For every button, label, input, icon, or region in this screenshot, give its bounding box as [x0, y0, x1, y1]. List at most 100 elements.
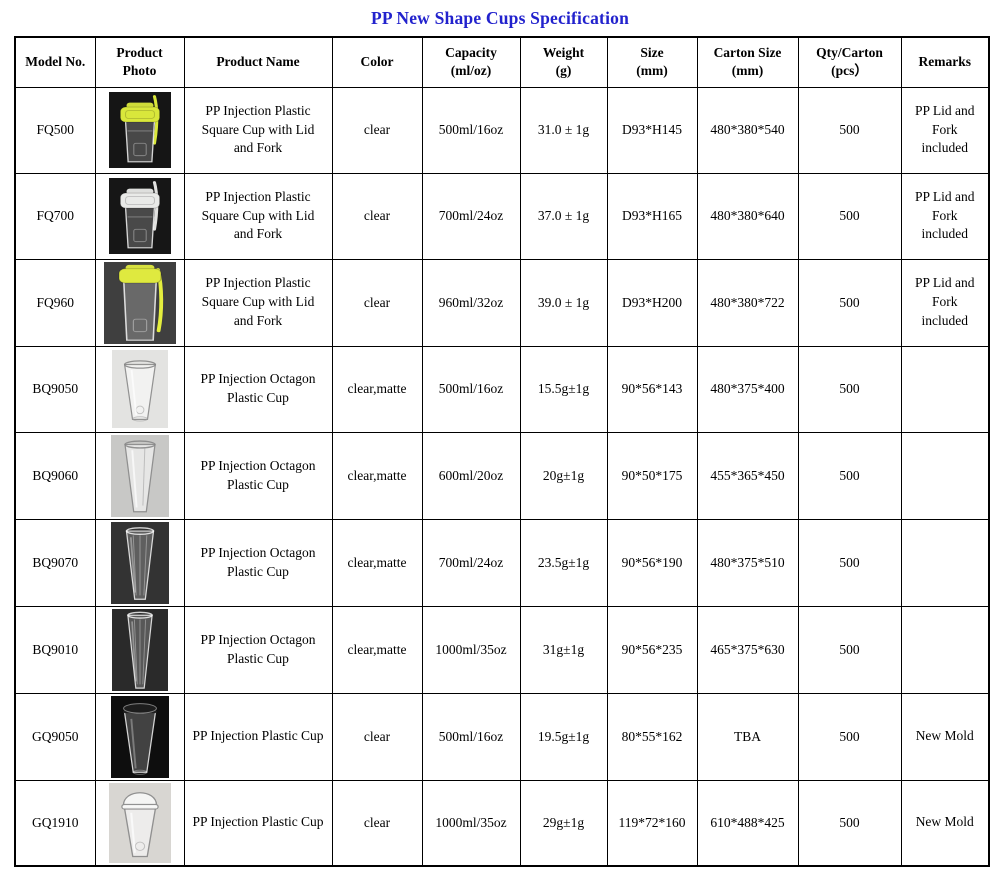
column-header-sublabel: (ml/oz) — [450, 63, 492, 79]
cell-weight: 19.5g±1g — [519, 692, 608, 781]
column-header-sublabel: (g) — [555, 63, 572, 79]
column-header-carton: Carton Size (mm) — [696, 36, 799, 88]
cell-weight: 23.5g±1g — [519, 518, 608, 607]
cell-remarks: PP Lid and Fork included — [900, 86, 990, 174]
column-header-label: Product — [116, 45, 163, 61]
product-photo-gq1910 — [108, 782, 171, 863]
cell-product-photo — [94, 779, 185, 867]
product-photo-fq960 — [103, 261, 176, 344]
column-header-label: Carton Size — [713, 45, 782, 61]
cell-size: 80*55*162 — [606, 692, 698, 781]
column-header-weight: Weight (g) — [519, 36, 608, 88]
cell-product-photo — [94, 258, 185, 347]
cell-color: clear — [331, 692, 423, 781]
cell-qty-carton: 500 — [797, 172, 902, 260]
cell-weight: 39.0 ± 1g — [519, 258, 608, 347]
cell-weight: 29g±1g — [519, 779, 608, 867]
cell-model-no: BQ9010 — [14, 605, 96, 694]
table-row: GQ9050 PP Injection Plastic Cup clear 50… — [14, 692, 990, 781]
cell-carton-size: 465*375*630 — [696, 605, 799, 694]
table-header: Model No. Product Photo Product Name Col… — [14, 36, 990, 88]
spec-table: Model No. Product Photo Product Name Col… — [14, 36, 990, 867]
table-row: FQ960 PP Injection Plastic Square Cup wi… — [14, 258, 990, 347]
cell-qty-carton: 500 — [797, 345, 902, 433]
cell-model-no: FQ500 — [14, 86, 96, 174]
cell-size: D93*H200 — [606, 258, 698, 347]
cell-carton-size: 480*375*510 — [696, 518, 799, 607]
cell-product-photo — [94, 692, 185, 781]
cell-remarks — [900, 431, 990, 520]
cell-size: 90*56*143 — [606, 345, 698, 433]
cell-color: clear,matte — [331, 345, 423, 433]
cell-model-no: BQ9050 — [14, 345, 96, 433]
cell-capacity: 500ml/16oz — [421, 345, 521, 433]
cell-color: clear,matte — [331, 518, 423, 607]
column-header-sublabel: (mm) — [731, 63, 764, 79]
cell-carton-size: 480*380*722 — [696, 258, 799, 347]
cell-color: clear,matte — [331, 431, 423, 520]
column-header-model: Model No. — [14, 36, 96, 88]
column-header-label: Size — [640, 45, 664, 61]
table-row: BQ9070 PP Injection Octagon Plastic Cup … — [14, 518, 990, 607]
product-photo-bq9010 — [111, 608, 168, 691]
cell-size: 90*56*190 — [606, 518, 698, 607]
cell-carton-size: TBA — [696, 692, 799, 781]
table-row: FQ700 PP Injection Plastic Square Cup wi… — [14, 172, 990, 260]
page-title: PP New Shape Cups Specification — [370, 8, 630, 28]
cell-remarks: New Mold — [900, 692, 990, 781]
table-row: FQ500 PP Injection Plastic Square Cup wi… — [14, 86, 990, 174]
cell-size: D93*H165 — [606, 172, 698, 260]
cell-remarks: PP Lid and Fork included — [900, 172, 990, 260]
table-body: FQ500 PP Injection Plastic Square Cup wi… — [14, 86, 990, 867]
cell-color: clear — [331, 172, 423, 260]
cell-remarks — [900, 518, 990, 607]
cell-model-no: BQ9070 — [14, 518, 96, 607]
column-header-label: Remarks — [918, 54, 972, 70]
cell-carton-size: 480*375*400 — [696, 345, 799, 433]
column-header-label: Capacity — [445, 45, 497, 61]
cell-size: D93*H145 — [606, 86, 698, 174]
cell-color: clear — [331, 86, 423, 174]
cell-qty-carton: 500 — [797, 258, 902, 347]
cell-weight: 31g±1g — [519, 605, 608, 694]
cell-model-no: FQ960 — [14, 258, 96, 347]
cell-product-name: PP Injection Plastic Cup — [183, 692, 333, 781]
cell-carton-size: 480*380*640 — [696, 172, 799, 260]
cell-product-photo — [94, 172, 185, 260]
cell-model-no: GQ1910 — [14, 779, 96, 867]
cell-capacity: 700ml/24oz — [421, 172, 521, 260]
cell-product-name: PP Injection Plastic Square Cup with Lid… — [183, 172, 333, 260]
cell-qty-carton: 500 — [797, 692, 902, 781]
cell-product-name: PP Injection Plastic Square Cup with Lid… — [183, 258, 333, 347]
column-header-label: Qty/Carton — [816, 45, 883, 61]
product-photo-fq500 — [108, 92, 171, 168]
cell-remarks: PP Lid and Fork included — [900, 258, 990, 347]
cell-size: 90*56*235 — [606, 605, 698, 694]
cell-weight: 31.0 ± 1g — [519, 86, 608, 174]
cell-capacity: 1000ml/35oz — [421, 779, 521, 867]
cell-size: 119*72*160 — [606, 779, 698, 867]
cell-carton-size: 610*488*425 — [696, 779, 799, 867]
product-photo-bq9070 — [110, 521, 169, 604]
cell-carton-size: 455*365*450 — [696, 431, 799, 520]
cell-product-name: PP Injection Plastic Cup — [183, 779, 333, 867]
cell-remarks — [900, 345, 990, 433]
cell-model-no: GQ9050 — [14, 692, 96, 781]
cell-weight: 37.0 ± 1g — [519, 172, 608, 260]
table-row: BQ9060 PP Injection Octagon Plastic Cup … — [14, 431, 990, 520]
cell-qty-carton: 500 — [797, 86, 902, 174]
product-photo-bq9050 — [111, 350, 168, 428]
cell-remarks: New Mold — [900, 779, 990, 867]
column-header-label: Model No. — [25, 54, 86, 70]
cell-capacity: 960ml/32oz — [421, 258, 521, 347]
cell-color: clear — [331, 258, 423, 347]
cell-capacity: 500ml/16oz — [421, 86, 521, 174]
cell-color: clear — [331, 779, 423, 867]
cell-qty-carton: 500 — [797, 518, 902, 607]
cell-product-photo — [94, 345, 185, 433]
column-header-label: Product Name — [216, 54, 300, 70]
cell-product-photo — [94, 518, 185, 607]
column-header-qty: Qty/Carton (pcs） — [797, 36, 902, 88]
cell-qty-carton: 500 — [797, 605, 902, 694]
column-header-photo: Product Photo — [94, 36, 185, 88]
